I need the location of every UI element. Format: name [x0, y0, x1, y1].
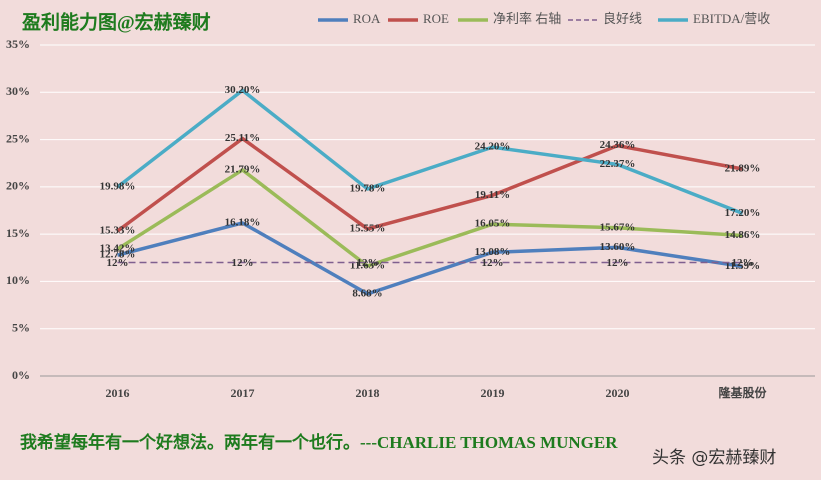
y-tick-label: 5%	[12, 320, 30, 334]
data-label: 15.67%	[600, 221, 636, 233]
y-tick-label: 20%	[6, 179, 30, 193]
data-label: 17.20%	[725, 207, 761, 219]
legend-label: ROE	[423, 11, 449, 26]
x-tick-label: 2019	[481, 386, 505, 400]
y-tick-label: 0%	[12, 368, 30, 382]
legend-label: 净利率 右轴	[493, 11, 561, 26]
data-label: 24.20%	[475, 141, 511, 153]
series-line	[116, 136, 743, 233]
data-label: 12%	[357, 257, 379, 269]
data-label: 13.08%	[475, 246, 511, 258]
watermark: 头条 @宏赫臻财	[652, 448, 776, 468]
data-label: 22.37%	[600, 158, 636, 170]
data-label: 21.89%	[725, 163, 761, 175]
data-label: 13.42%	[100, 243, 136, 255]
x-tick-label: 2017	[231, 386, 255, 400]
data-label: 12%	[232, 257, 254, 269]
y-tick-label: 10%	[6, 273, 30, 287]
data-label: 25.11%	[225, 132, 260, 144]
footnote: 我希望每年有一个好想法。两年有一个也行。---CHARLIE THOMAS MU…	[20, 432, 618, 452]
data-label: 15.55%	[350, 222, 386, 234]
legend-label: EBITDA/营收	[693, 11, 770, 26]
series-line	[117, 221, 743, 296]
data-label: 15.33%	[100, 225, 136, 237]
data-label: 19.11%	[475, 189, 510, 201]
data-label: 12%	[107, 257, 129, 269]
data-label: 12%	[607, 257, 629, 269]
data-label: 12%	[732, 257, 754, 269]
y-tick-label: 25%	[6, 131, 30, 145]
chart-title: 盈利能力图@宏赫臻财	[21, 10, 211, 33]
y-tick-label: 15%	[6, 226, 30, 240]
y-tick-label: 35%	[6, 37, 30, 51]
series-line	[116, 168, 743, 268]
data-label: 8.68%	[352, 287, 382, 299]
data-label: 21.79%	[225, 163, 261, 175]
x-tick-label: 2018	[356, 386, 380, 400]
legend-label: 良好线	[603, 11, 642, 26]
data-label: 12.78%	[100, 249, 136, 261]
data-label: 24.36%	[600, 139, 636, 151]
series-line	[116, 88, 744, 215]
data-label: 19.78%	[350, 182, 386, 194]
x-tick-label: 2016	[106, 386, 130, 400]
data-label: 13.60%	[600, 241, 636, 253]
y-tick-label: 30%	[6, 84, 30, 98]
data-label: 16.18%	[225, 217, 261, 229]
data-label: 19.98%	[100, 181, 136, 193]
data-label: 12%	[482, 257, 504, 269]
data-label: 14.86%	[725, 229, 761, 241]
data-label: 16.05%	[475, 218, 511, 230]
x-tick-label: 隆基股份	[718, 385, 767, 400]
x-tick-label: 2020	[606, 386, 630, 400]
legend-label: ROA	[353, 11, 381, 26]
data-label: 30.20%	[225, 84, 261, 96]
